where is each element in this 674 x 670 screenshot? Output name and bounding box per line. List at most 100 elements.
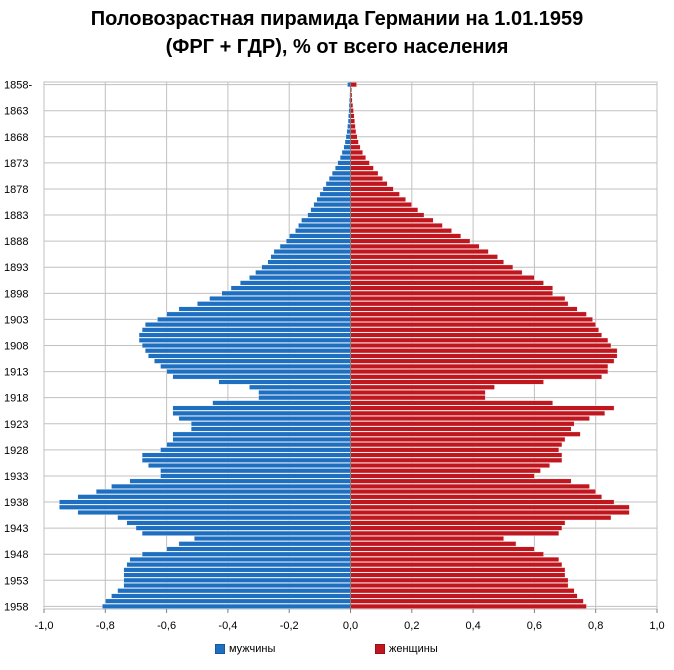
bar-men <box>172 431 351 437</box>
bar-women <box>350 228 452 234</box>
bar-men <box>258 389 351 395</box>
legend-item-men: мужчины <box>215 643 275 655</box>
bar-women <box>350 489 596 495</box>
bar-women <box>350 400 553 406</box>
bar-women <box>350 170 379 176</box>
bar-men <box>148 463 351 469</box>
bar-men <box>218 379 351 385</box>
bar-women <box>350 379 544 385</box>
bar-women <box>350 186 394 192</box>
bar-men <box>141 530 351 536</box>
bar-men <box>123 567 351 573</box>
bar-women <box>350 264 514 270</box>
y-tick-label: 1883 <box>4 210 28 222</box>
bar-women <box>350 280 544 286</box>
bar-men <box>279 243 351 249</box>
bar-men <box>346 129 351 135</box>
bar-men <box>172 405 351 411</box>
bar-men <box>141 551 351 557</box>
bar-women <box>350 290 553 296</box>
bar-women <box>350 332 603 338</box>
bar-men <box>144 322 351 328</box>
x-tick-label: 0,0 <box>343 620 358 632</box>
bar-women <box>350 442 563 448</box>
bar-women <box>350 520 566 526</box>
bar-women <box>350 478 572 484</box>
bar-men <box>126 562 351 568</box>
bar-men <box>135 525 351 531</box>
bar-women <box>350 316 593 322</box>
bar-women <box>350 421 575 427</box>
bar-men <box>117 515 351 521</box>
bar-men <box>255 269 351 275</box>
bar-men <box>166 546 351 552</box>
bar-men <box>295 228 351 234</box>
bar-men <box>319 191 351 197</box>
bar-women <box>350 530 560 536</box>
bar-women <box>350 452 563 458</box>
bar-women <box>350 191 400 197</box>
bar-men <box>341 149 351 155</box>
bar-women <box>350 123 356 129</box>
bar-men <box>111 593 351 599</box>
y-tick-label: 1943 <box>4 523 28 535</box>
bar-women <box>350 269 523 275</box>
bar-women <box>350 603 587 609</box>
bar-women <box>350 499 615 505</box>
bar-men <box>337 160 351 166</box>
bar-men <box>289 233 351 239</box>
bar-women <box>350 556 560 562</box>
bar-women <box>350 509 630 515</box>
bar-men <box>102 603 351 609</box>
bar-women <box>350 416 590 422</box>
bar-men <box>322 186 351 192</box>
bar-women <box>350 598 584 604</box>
bar-men <box>172 374 351 380</box>
bar-women <box>350 583 569 589</box>
bar-men <box>129 478 351 484</box>
bar-women <box>350 176 383 182</box>
y-tick-label: 1938 <box>4 497 28 509</box>
bar-men <box>141 457 351 463</box>
bar-women <box>350 389 486 395</box>
bar-men <box>105 598 351 604</box>
y-tick-label: 1873 <box>4 158 28 170</box>
y-tick-label: 1868 <box>4 132 28 144</box>
bar-men <box>344 139 351 145</box>
bar-men <box>343 144 351 150</box>
bar-women <box>350 238 471 244</box>
bar-women <box>350 165 374 171</box>
bar-women <box>350 249 489 255</box>
bar-women <box>350 567 566 573</box>
bar-women <box>350 536 504 542</box>
bar-men <box>178 541 351 547</box>
bar-men <box>157 316 351 322</box>
bar-women <box>350 243 480 249</box>
y-tick-label: 1888 <box>4 236 28 248</box>
bar-men <box>316 196 351 202</box>
bar-men <box>307 212 351 218</box>
bar-men <box>325 181 351 187</box>
bar-men <box>166 311 351 317</box>
bar-women <box>350 410 606 416</box>
bar-women <box>350 311 587 317</box>
y-tick-label: 1958 <box>4 601 28 613</box>
legend-item-women: женщины <box>375 643 438 655</box>
bar-men <box>123 583 351 589</box>
bar-women <box>350 337 609 343</box>
bar-men <box>144 348 351 354</box>
bar-women <box>350 593 578 599</box>
bar-men <box>141 327 351 333</box>
bar-men <box>129 556 351 562</box>
bar-women <box>350 275 535 281</box>
bar-men <box>178 306 351 312</box>
bar-women <box>350 577 569 583</box>
y-tick-label: 1913 <box>4 367 28 379</box>
y-tick-label: 1898 <box>4 288 28 300</box>
bar-men <box>117 588 351 594</box>
bar-women <box>350 202 412 208</box>
bar-men <box>95 489 351 495</box>
bar-men <box>328 176 351 182</box>
bar-women <box>350 342 612 349</box>
